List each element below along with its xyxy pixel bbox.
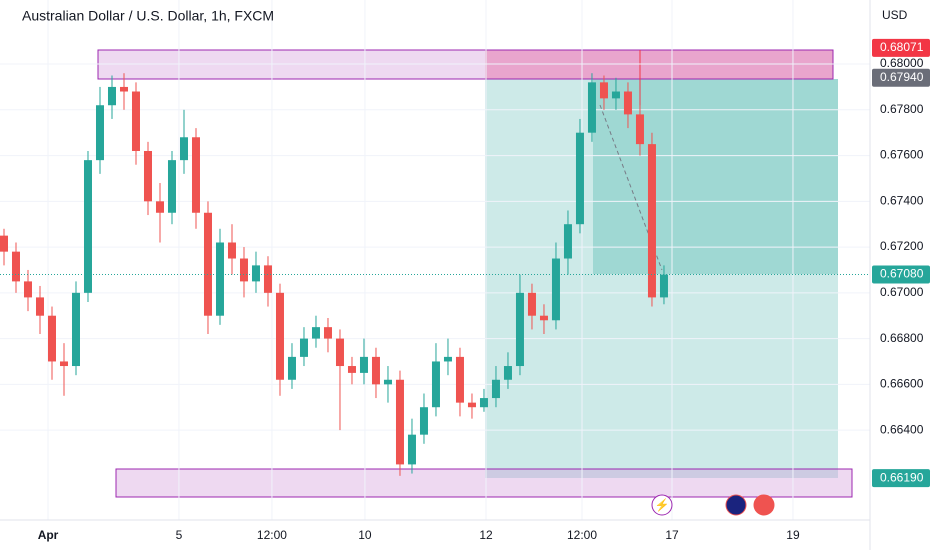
support-zone[interactable] [115,468,853,498]
candle-body [227,242,236,259]
x-tick-label: 12:00 [567,528,597,542]
y-tick-label: 0.66600 [880,377,924,391]
candle-body [263,265,272,293]
candle-body [191,137,200,213]
x-tick-label: 17 [665,528,679,542]
event-icon-symbol: ⚡ [655,498,670,512]
candle-body [527,292,536,316]
candle-body [587,82,596,133]
candle-body [107,86,116,106]
candle-body [623,91,632,115]
candle-body [83,160,92,293]
candle-body [407,434,416,465]
chart-title: Australian Dollar / U.S. Dollar, 1h, FXC… [22,8,274,24]
candle-body [431,361,440,408]
x-tick-label: 5 [176,528,183,542]
x-tick-label: 19 [786,528,800,542]
candle-body [179,137,188,161]
candle-body [479,398,488,408]
candle-body [467,402,476,408]
candle-body [599,82,608,99]
candle-body [155,201,164,213]
candle-body [323,327,332,339]
flag-au[interactable] [725,494,747,516]
candle-body [539,315,548,321]
price-marker-label: 0.67080 [880,267,924,281]
x-tick-label: Apr [38,528,59,542]
price-marker-label: 0.66190 [880,470,924,484]
candle-body [203,212,212,316]
x-tick-label: 12:00 [257,528,287,542]
candle-body [215,242,224,316]
candle-body [491,379,500,399]
candle-body [299,338,308,357]
price-marker [872,265,930,284]
event-icon[interactable] [651,494,673,516]
candle-body [47,315,56,362]
price-marker [872,38,930,57]
candle-body [395,379,404,465]
candle-body [419,407,428,435]
candle-body [311,327,320,339]
y-tick-label: 0.67200 [880,239,924,253]
candle-body [11,251,20,282]
x-tick-label: 12 [479,528,493,542]
candle-body [23,281,32,298]
candle-body [455,356,464,403]
candle-body [239,258,248,282]
x-tick-label: 10 [358,528,372,542]
candle-body [0,235,8,252]
y-tick-label: 0.66800 [880,331,924,345]
candle-body [383,379,392,385]
candle-body [71,292,80,367]
candle-body [35,297,44,316]
candle-body [119,86,128,92]
candle-body [143,150,152,202]
price-marker-label: 0.67940 [880,70,924,84]
y-tick-label: 0.68000 [880,56,924,70]
profit-filled [593,79,838,274]
candle-body [287,356,296,380]
candle-body [371,356,380,385]
candle-body [59,361,68,367]
candle-body [347,366,356,373]
candle-body [503,366,512,380]
price-marker [872,469,930,488]
candle-body [647,144,656,298]
flag-us[interactable] [753,494,775,516]
candle-body [167,160,176,213]
candle-body [635,114,644,145]
candle-body [443,356,452,362]
y-tick-label: 0.67000 [880,285,924,299]
y-tick-label: 0.66400 [880,422,924,436]
candle-body [275,292,284,380]
candle-body [95,105,104,161]
candle-body [251,265,260,282]
candle-body [551,258,560,321]
candle-body [575,132,584,225]
y-tick-label: 0.67800 [880,102,924,116]
candle-body [563,224,572,259]
candle-body [359,356,368,373]
price-marker [872,68,930,87]
y-tick-label: 0.67600 [880,148,924,162]
candle-body [515,292,524,367]
price-marker-label: 0.68071 [880,40,924,54]
candle-body [131,91,140,151]
currency-label: USD [882,8,908,22]
y-tick-label: 0.67400 [880,193,924,207]
candle-body [611,91,620,99]
candle-body [335,338,344,367]
trend-line[interactable] [599,104,663,271]
candle-body [659,274,668,298]
